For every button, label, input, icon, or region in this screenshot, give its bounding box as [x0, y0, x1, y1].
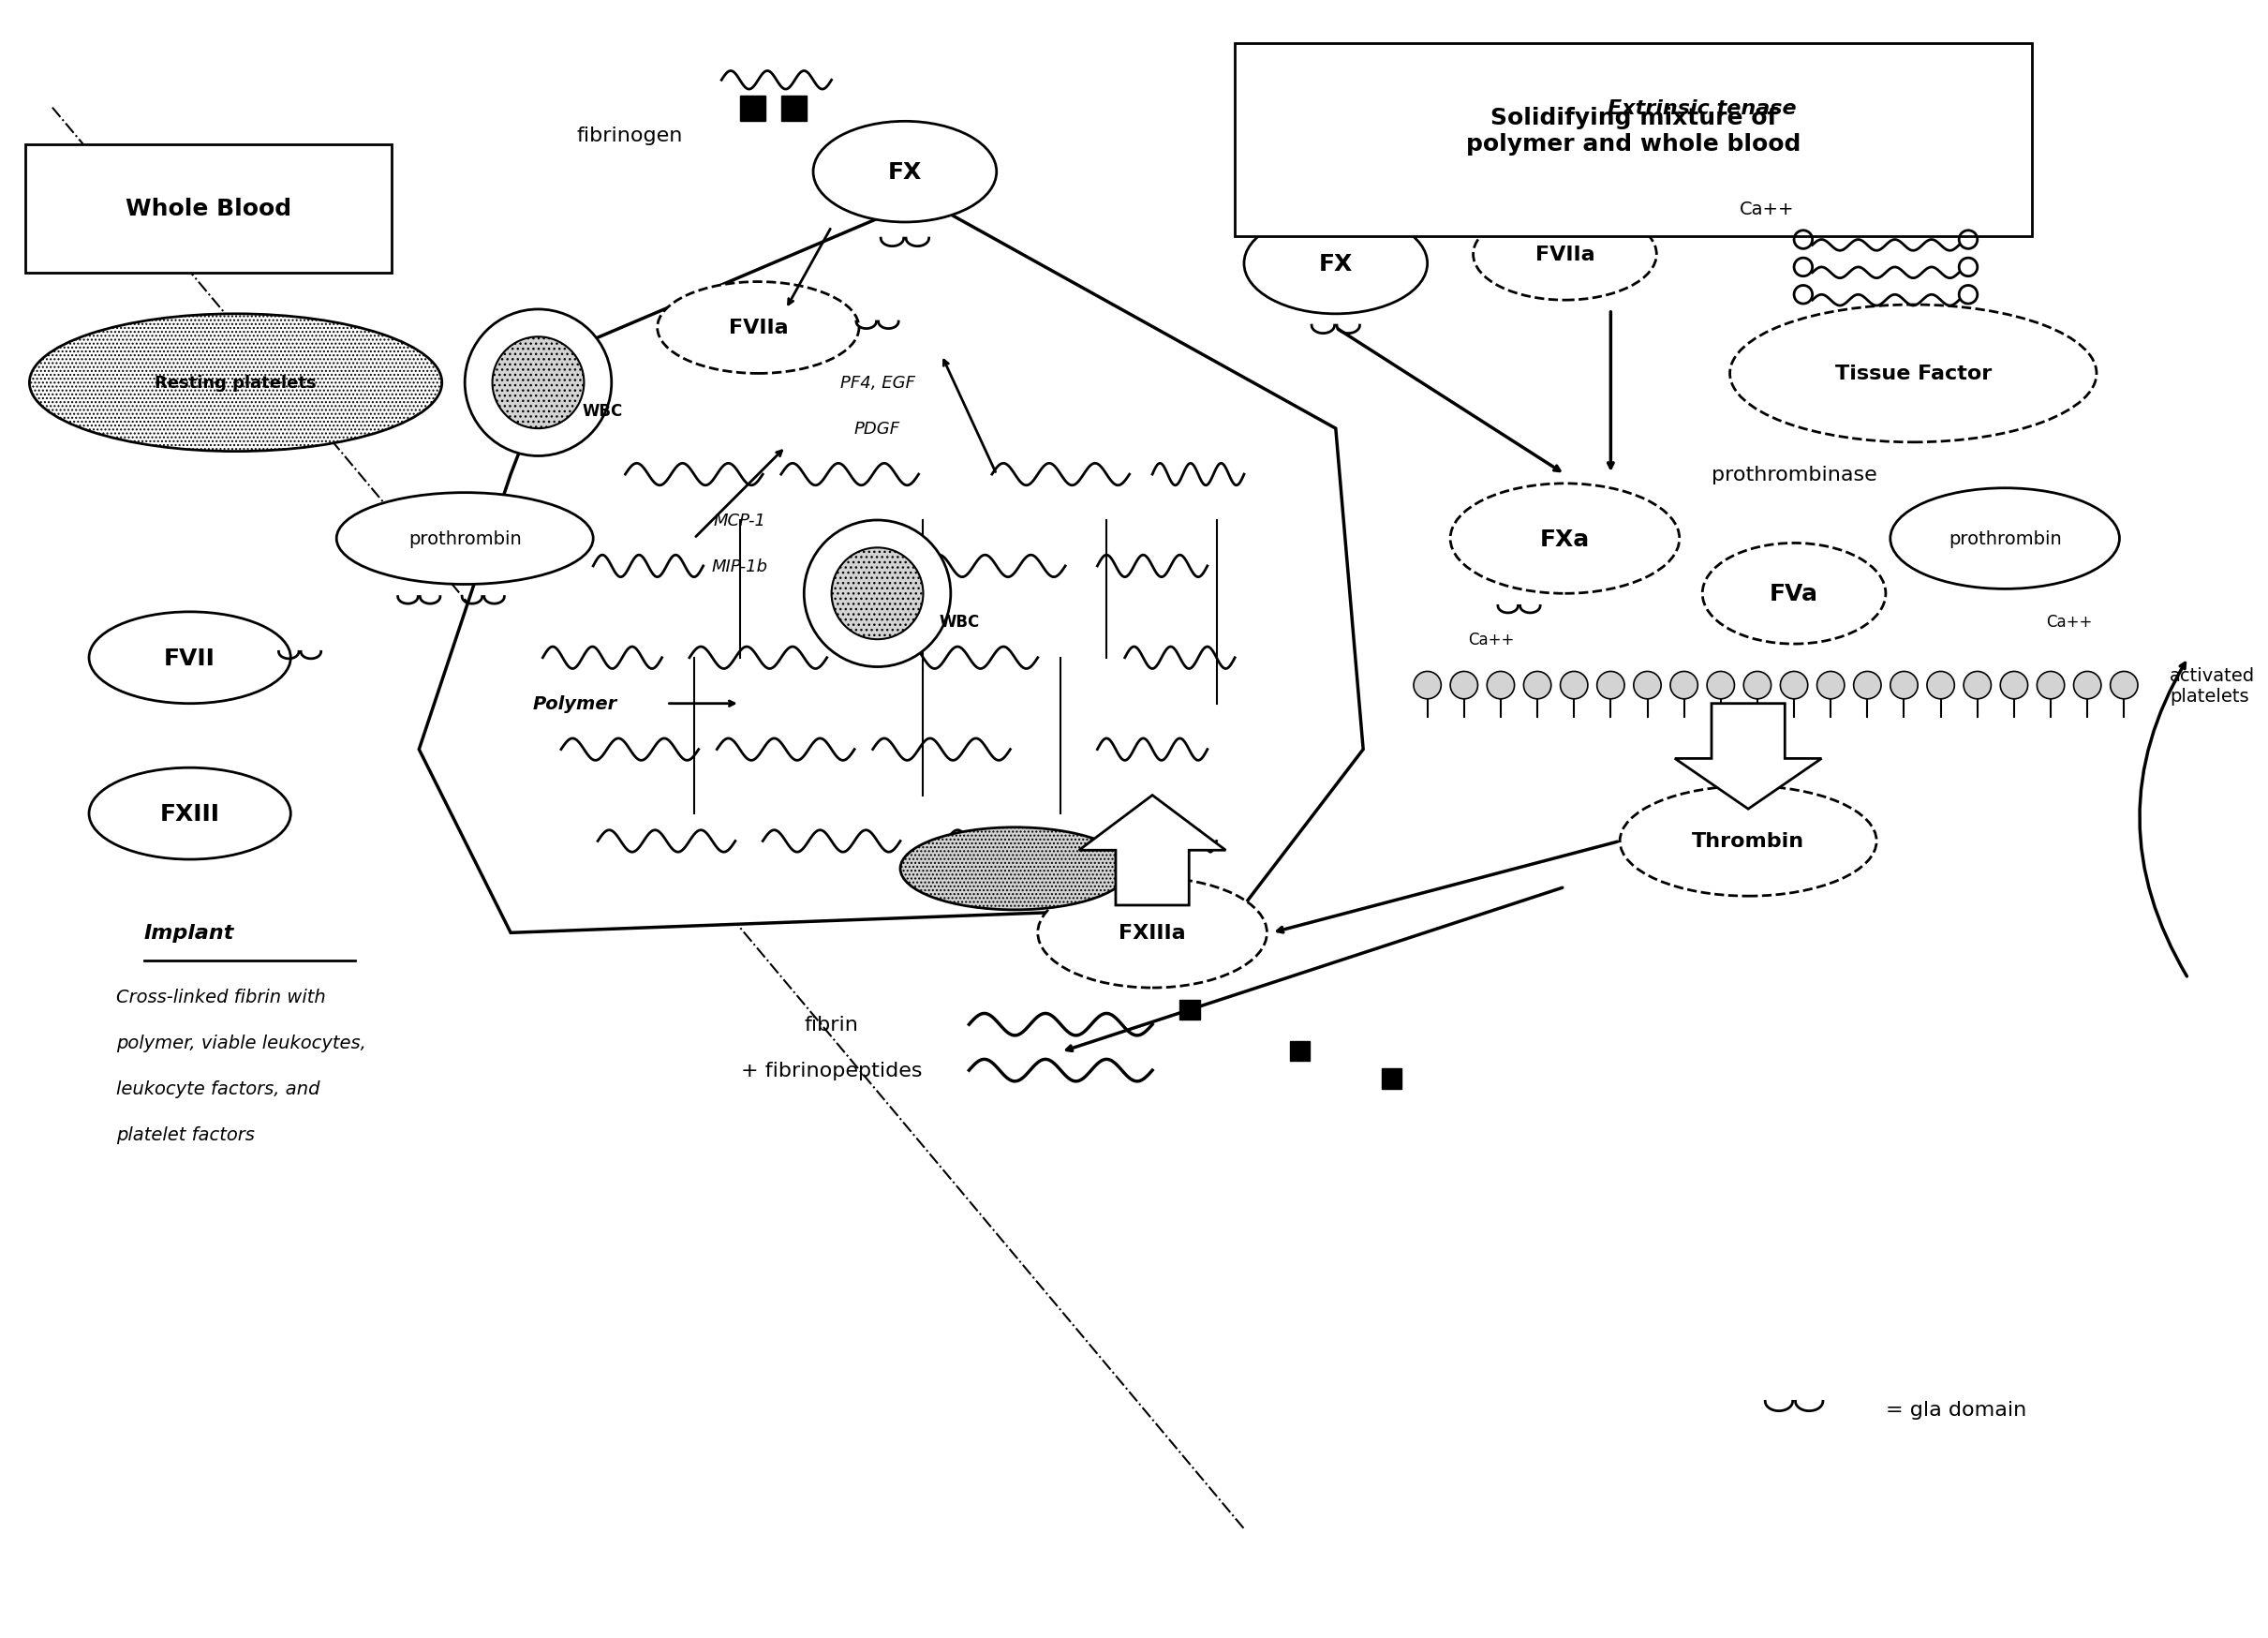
- Text: = gla domain: = gla domain: [1885, 1400, 2028, 1419]
- Ellipse shape: [1730, 305, 2096, 442]
- Text: WBC: WBC: [939, 613, 980, 631]
- Text: MIP-1b: MIP-1b: [712, 559, 769, 575]
- Circle shape: [1964, 672, 1991, 699]
- Text: prothrombinase: prothrombinase: [1712, 465, 1878, 485]
- Text: prothrombin: prothrombin: [408, 531, 522, 549]
- Text: fibrin: fibrin: [805, 1016, 860, 1034]
- Text: FVII: FVII: [163, 647, 215, 670]
- Circle shape: [1560, 672, 1588, 699]
- Circle shape: [1633, 672, 1660, 699]
- Circle shape: [1524, 672, 1551, 699]
- Circle shape: [1488, 672, 1515, 699]
- Text: FXa: FXa: [1540, 527, 1590, 550]
- Text: FX: FX: [1318, 252, 1352, 275]
- Text: platelet factors: platelet factors: [116, 1125, 254, 1143]
- Circle shape: [2073, 672, 2100, 699]
- Bar: [1381, 1068, 1402, 1089]
- Text: Ca++: Ca++: [1467, 631, 1515, 649]
- Ellipse shape: [1889, 488, 2121, 590]
- Polygon shape: [1080, 796, 1225, 906]
- Text: Cross-linked fibrin with: Cross-linked fibrin with: [116, 988, 327, 1006]
- Text: FVa: FVa: [1769, 583, 1819, 606]
- Text: Solidifying mixture of
polymer and whole blood: Solidifying mixture of polymer and whole…: [1465, 106, 1801, 156]
- Circle shape: [1597, 672, 1624, 699]
- Circle shape: [1780, 672, 1808, 699]
- Circle shape: [1889, 672, 1919, 699]
- Ellipse shape: [1474, 210, 1656, 301]
- Bar: [1290, 1042, 1311, 1061]
- Circle shape: [492, 337, 585, 429]
- Text: FXIIIa: FXIIIa: [1118, 924, 1186, 942]
- Text: MCP-1: MCP-1: [714, 513, 767, 529]
- Text: Extrinsic tenase: Extrinsic tenase: [1608, 98, 1796, 118]
- Text: prothrombin: prothrombin: [1948, 531, 2062, 549]
- Text: Resting platelets: Resting platelets: [154, 375, 318, 391]
- Text: activated
platelets: activated platelets: [2170, 667, 2254, 704]
- Text: FXIII: FXIII: [159, 803, 220, 826]
- Ellipse shape: [1703, 544, 1885, 644]
- Bar: [1179, 999, 1200, 1020]
- Ellipse shape: [29, 314, 442, 452]
- Circle shape: [1449, 672, 1479, 699]
- Circle shape: [1853, 672, 1880, 699]
- Ellipse shape: [336, 493, 594, 585]
- Circle shape: [1413, 672, 1440, 699]
- Bar: [739, 97, 767, 123]
- Text: leukocyte factors, and: leukocyte factors, and: [116, 1079, 320, 1097]
- Ellipse shape: [1449, 485, 1681, 595]
- Text: PDGF: PDGF: [855, 421, 900, 437]
- Text: FX: FX: [887, 161, 921, 183]
- Text: PF4, EGF: PF4, EGF: [839, 375, 914, 391]
- FancyBboxPatch shape: [1234, 44, 2032, 236]
- Ellipse shape: [658, 282, 860, 373]
- Ellipse shape: [88, 768, 290, 860]
- Polygon shape: [1674, 704, 1821, 809]
- Ellipse shape: [1245, 213, 1427, 314]
- Circle shape: [1708, 672, 1735, 699]
- Text: polymer, viable leukocytes,: polymer, viable leukocytes,: [116, 1034, 367, 1052]
- Bar: [780, 97, 807, 123]
- Text: Polymer: Polymer: [533, 695, 617, 713]
- FancyBboxPatch shape: [25, 146, 392, 274]
- Circle shape: [1744, 672, 1771, 699]
- Text: Whole Blood: Whole Blood: [125, 198, 290, 221]
- Circle shape: [2109, 672, 2139, 699]
- Circle shape: [1817, 672, 1844, 699]
- Ellipse shape: [1619, 786, 1876, 896]
- Text: FVIIa: FVIIa: [728, 319, 787, 337]
- Text: Tissue Factor: Tissue Factor: [1835, 365, 1991, 383]
- Text: Ca++: Ca++: [2046, 613, 2091, 631]
- Ellipse shape: [814, 123, 996, 223]
- Text: Implant: Implant: [143, 924, 234, 942]
- Circle shape: [1669, 672, 1699, 699]
- Text: Ca++: Ca++: [1740, 200, 1794, 218]
- Text: + fibrinopeptides: + fibrinopeptides: [742, 1061, 923, 1079]
- Ellipse shape: [88, 613, 290, 704]
- Circle shape: [2000, 672, 2028, 699]
- Ellipse shape: [1039, 878, 1268, 988]
- Text: WBC: WBC: [583, 403, 624, 419]
- Circle shape: [465, 310, 612, 457]
- Text: FVIIa: FVIIa: [1535, 246, 1594, 264]
- Circle shape: [1928, 672, 1955, 699]
- Circle shape: [805, 521, 950, 667]
- Polygon shape: [420, 200, 1363, 934]
- Circle shape: [2037, 672, 2064, 699]
- Text: Thrombin: Thrombin: [1692, 832, 1805, 850]
- Ellipse shape: [900, 827, 1129, 911]
- Text: fibrinogen: fibrinogen: [576, 126, 683, 146]
- Circle shape: [832, 549, 923, 640]
